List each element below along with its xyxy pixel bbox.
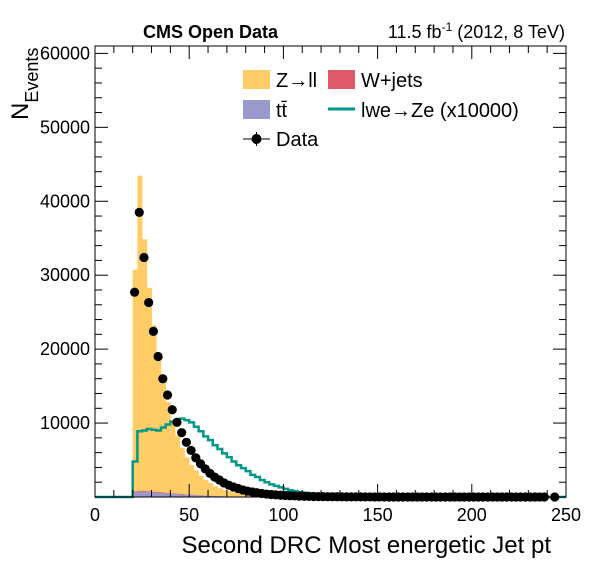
stacked-bars [132,175,374,497]
bar-wjets [146,491,152,493]
bar-wjets [175,493,181,495]
header-title: CMS Open Data [143,22,279,42]
bar-ttbar [146,492,152,497]
data-point [144,297,154,308]
data-point [158,374,168,384]
y-tick-label: 20000 [40,339,90,359]
bar-wjets [170,493,176,494]
legend-label-signal: lwe→Ze (x10000) [361,100,519,122]
bar-zll [160,380,167,493]
legend-swatch-ttbar [243,100,270,119]
x-tick-label: 100 [268,505,298,525]
y-tick-label: 60000 [40,43,90,63]
bar-wjets [132,491,138,493]
legend-swatch-data [243,132,270,146]
bar-zll [208,483,214,496]
bar-zll [217,488,223,496]
legend: Z→ll W+jets tt̄ lwe→Ze (x10000) Data [243,70,519,151]
y-tick-label: 40000 [40,191,90,211]
bar-ttbar [160,493,167,497]
bar-zll [241,493,247,497]
bar-wjets [151,491,157,493]
y-axis-title: NEvents [7,48,42,120]
data-point [177,428,187,438]
bar-ttbar [189,495,195,497]
header-lumi: 11.5 fb-1 (2012, 8 TeV) [388,20,565,42]
bar-zll [137,175,143,491]
x-tick-label: 200 [457,505,487,525]
bar-ttbar [193,495,200,497]
legend-label-zll: Z→ll [276,70,317,92]
bar-zll [132,269,138,492]
bar-zll [222,489,228,497]
y-tick-label: 50000 [40,117,90,137]
data-point [181,437,191,447]
data-point [172,417,182,427]
bar-ttbar [184,494,190,497]
data-point [167,405,177,415]
x-tick-label: 50 [179,505,199,525]
bar-zll [236,493,242,497]
bar-zll [212,486,218,496]
bar-zll [203,479,209,496]
bar-wjets [142,490,148,492]
bar-ttbar [156,492,162,497]
bar-ttbar [198,495,204,497]
legend-swatch-wjets [328,70,355,89]
legend-swatch-zll [243,70,270,89]
bar-zll [179,448,185,494]
bar-ttbar [179,494,185,497]
bar-zll [198,475,204,496]
bar-ttbar [132,492,138,497]
y-tick-label: 30000 [40,265,90,285]
legend-label-ttbar: tt̄ [276,100,288,122]
bar-ttbar [137,491,143,497]
bar-zll [184,457,190,495]
x-axis-title: Second DRC Most energetic Jet pt [181,532,551,559]
bar-wjets [156,492,162,493]
data-point [153,351,163,362]
data-point [162,390,173,400]
x-tick-label: 150 [363,505,393,525]
data-series [129,207,560,502]
bar-zll [193,470,200,495]
bar-ttbar [165,493,171,497]
legend-label-wjets: W+jets [361,70,423,92]
bar-ttbar [208,495,214,497]
bar-zll [175,435,181,494]
data-point [186,445,196,456]
bar-zll [151,325,157,492]
svg-text:NEvents: NEvents [7,48,42,120]
bar-zll [146,287,152,492]
bar-zll [170,420,176,494]
bar-ttbar [212,495,218,497]
bar-ttbar [175,494,181,497]
legend-label-data: Data [276,129,319,151]
data-point [134,207,144,217]
plot-frame [94,45,567,498]
bar-ttbar [170,493,176,497]
bar-zll [231,492,237,497]
y-tick-label: 10000 [40,413,90,433]
bar-ttbar [142,491,148,497]
bar-zll [165,401,171,493]
x-tick-label: 0 [90,505,100,525]
axes: 0 50 100 150 200 250 10000 20000 30000 40000 50000… [40,43,581,525]
bar-ttbar [151,492,157,497]
bar-zll [156,353,162,493]
x-tick-label: 250 [551,505,581,525]
bar-zll [189,465,195,495]
bar-wjets [137,490,143,492]
bar-ttbar [203,495,209,497]
bar-zll [226,491,232,497]
bar-wjets [179,493,185,495]
bar-zll [142,239,148,491]
data-point [148,326,159,336]
bar-wjets [160,492,167,494]
data-point [139,252,149,263]
bar-wjets [165,492,171,494]
data-point [129,287,140,297]
